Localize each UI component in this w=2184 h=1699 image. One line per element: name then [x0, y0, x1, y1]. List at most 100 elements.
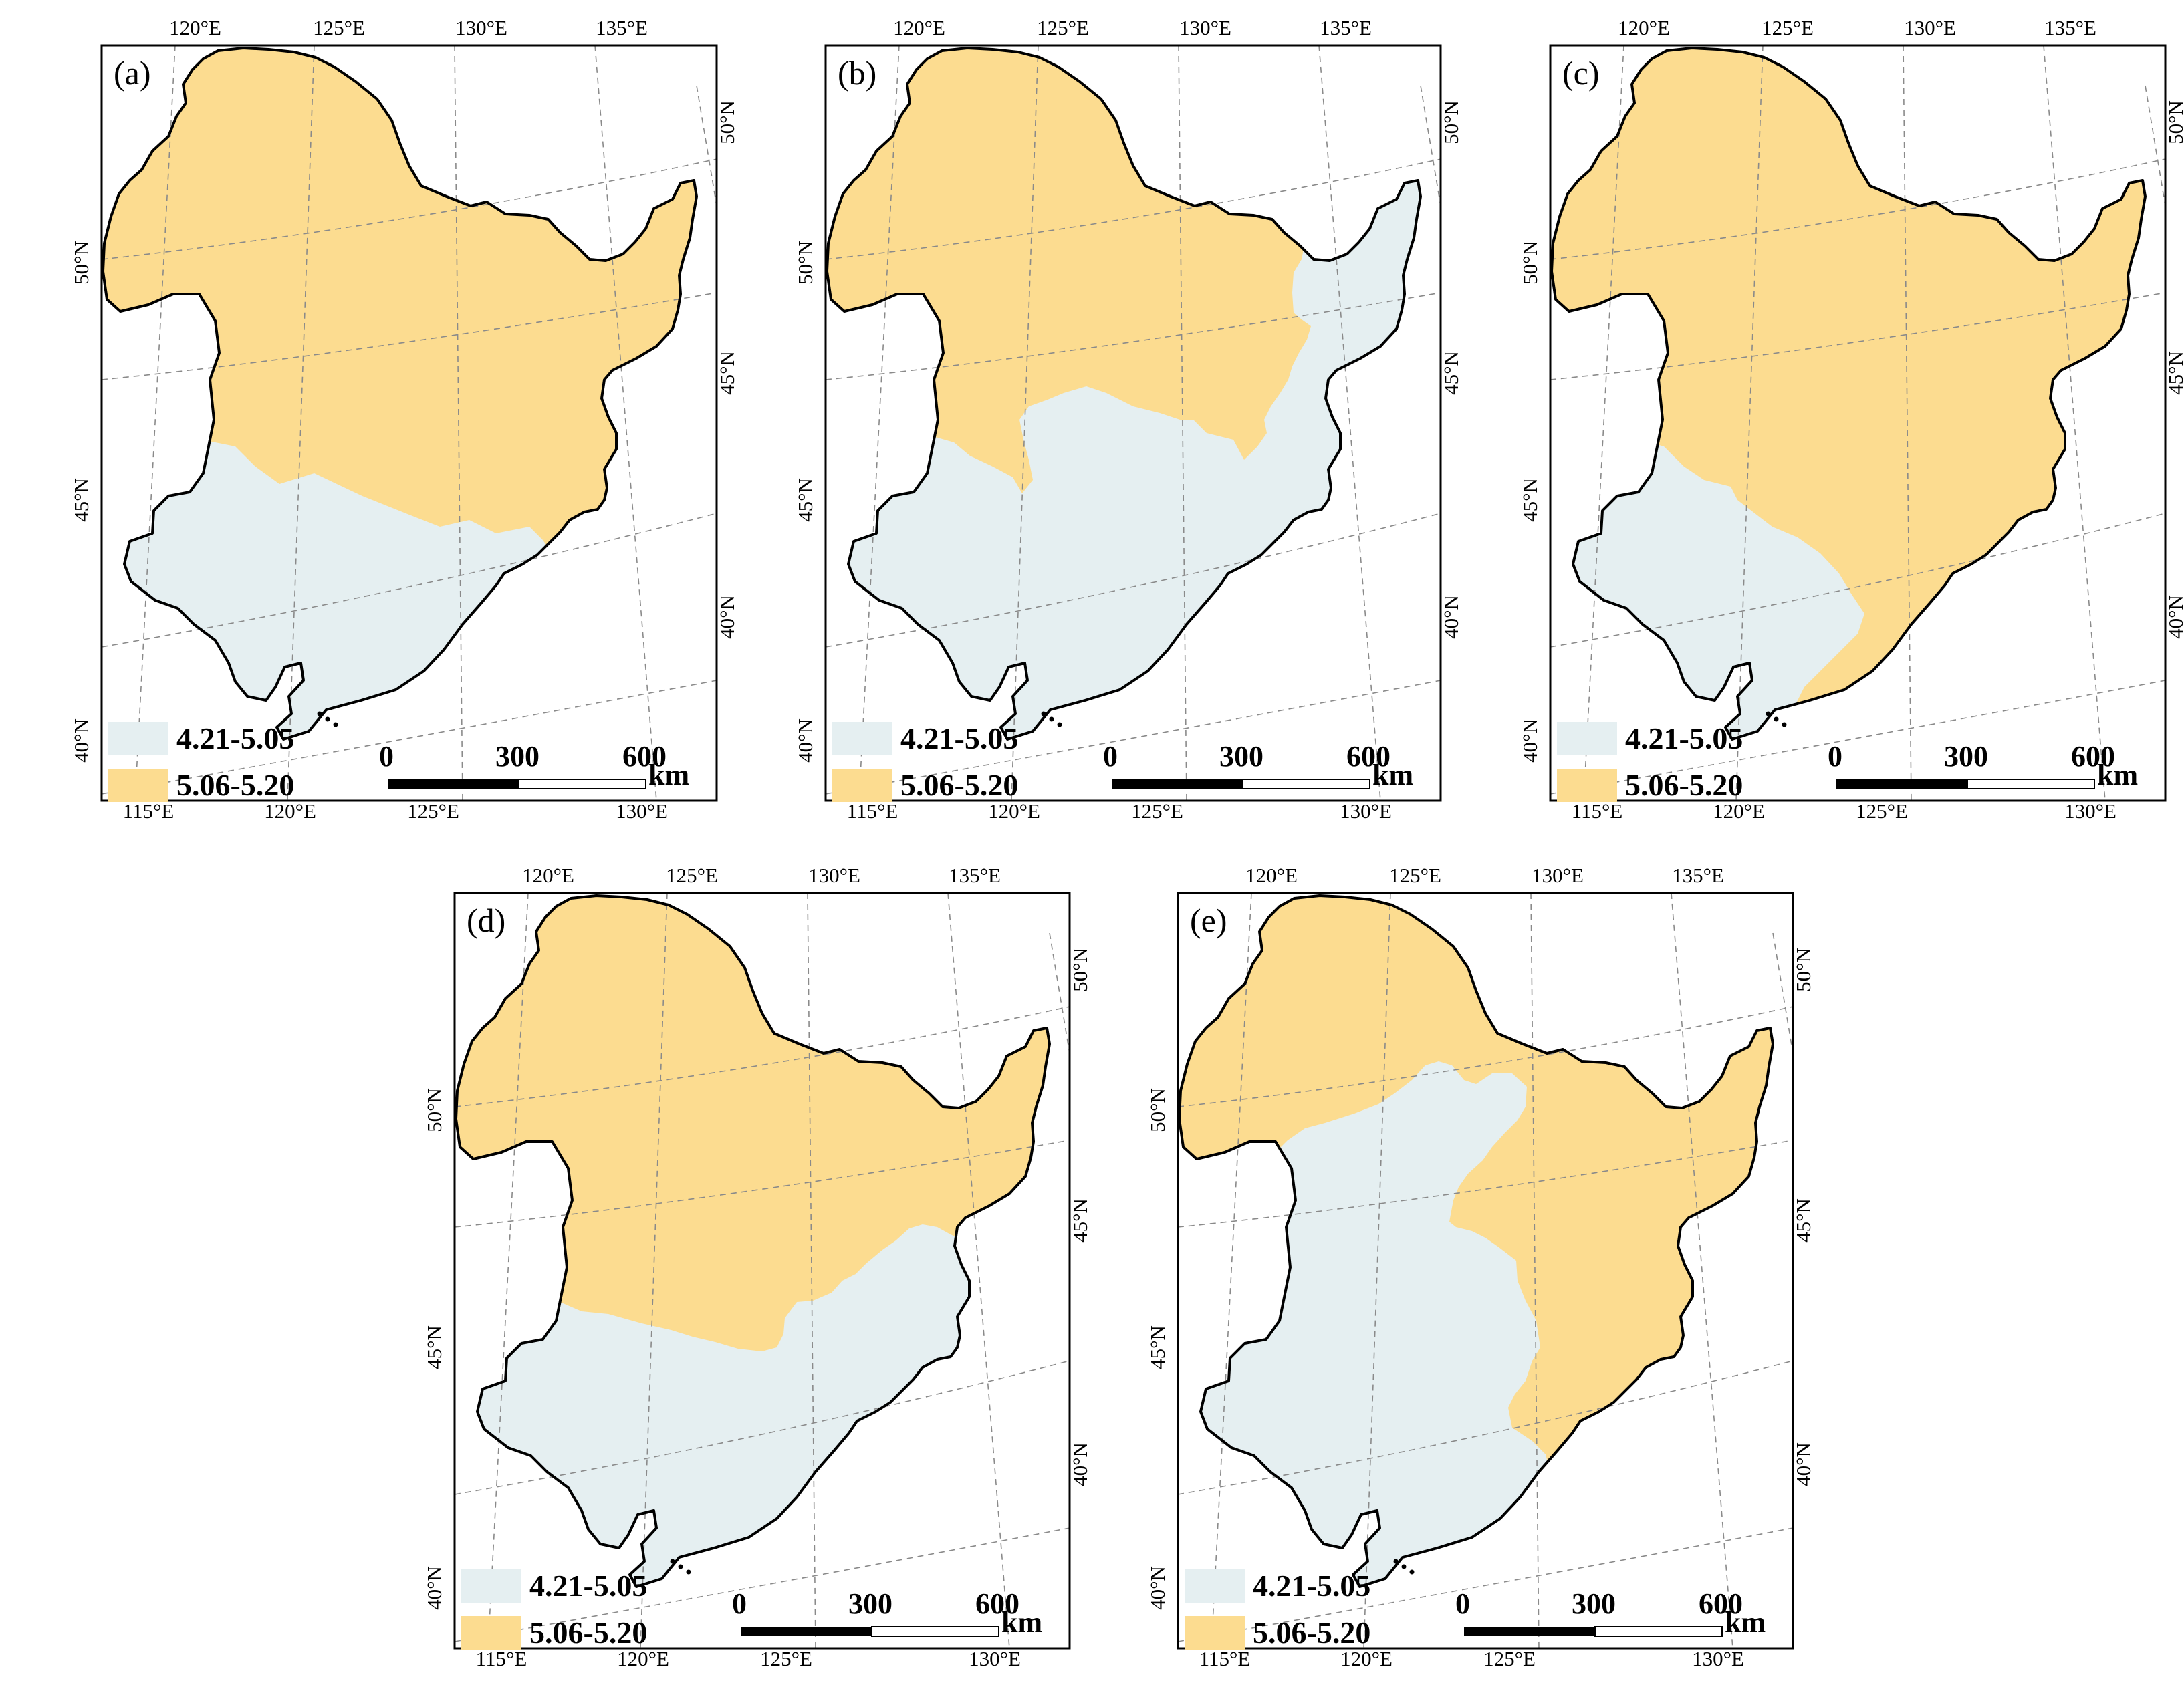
graticule-line — [858, 45, 900, 801]
region-outline — [1550, 47, 2147, 741]
right-latitude-label: 40°N — [715, 595, 739, 639]
right-latitude-label: 45°N — [1068, 1198, 1092, 1243]
map-panel-d: (d) 120°E 125°E 130°E 135°E 115°E 120°E 125°E 13… — [388, 853, 1092, 1670]
scale-bar-tick-label: 600 — [975, 1587, 1019, 1620]
map-svg: (c) 120°E 125°E 130°E 135°E 115°E 120°E 125°E 13… — [1518, 16, 2184, 823]
left-latitude-label: 45°N — [422, 1325, 446, 1369]
legend-label-early: 4.21-5.05 — [1253, 1569, 1370, 1603]
scale-bar-white-segment — [1967, 779, 2095, 789]
left-latitude-label: 40°N — [1146, 1566, 1169, 1610]
top-longitude-label: 120°E — [893, 16, 945, 39]
graticule-line — [807, 892, 816, 1649]
graticule-line — [825, 680, 1441, 795]
scale-bar-tick-label: 0 — [379, 740, 394, 773]
right-latitude-label: 50°N — [2164, 100, 2184, 144]
bottom-longitude-label: 130°E — [616, 799, 668, 823]
graticule — [1550, 45, 2166, 801]
island-dot — [1041, 711, 1046, 716]
top-longitude-label: 130°E — [1532, 864, 1584, 887]
region-outline — [1178, 894, 1774, 1588]
bottom-longitude-label: 120°E — [264, 799, 316, 823]
island-dot — [1409, 1569, 1415, 1575]
graticule-line — [101, 513, 717, 648]
map-svg: (d) 120°E 125°E 130°E 135°E 115°E 120°E 125°E 13… — [422, 864, 1092, 1670]
scale-bar-tick-label: 300 — [1219, 740, 1263, 773]
right-latitude-label: 40°N — [1792, 1442, 1815, 1486]
top-longitude-label: 130°E — [808, 864, 860, 887]
legend: 4.21-5.05 5.06-5.20 — [108, 721, 294, 802]
top-longitude-label: 135°E — [596, 16, 648, 39]
map-svg: (a) 120°E 125°E 130°E 135°E 115°E 120°E 125°E 13… — [70, 16, 739, 823]
graticule-line — [2043, 45, 2106, 801]
graticule-line — [825, 513, 1441, 648]
island-dot — [333, 722, 338, 727]
scale-bar-unit: km — [1372, 759, 1413, 791]
graticule-line — [134, 45, 176, 801]
left-latitude-label: 40°N — [794, 718, 817, 763]
bottom-longitude-label: 125°E — [407, 799, 459, 823]
scale-bar-white-segment — [871, 1626, 999, 1637]
island-dot — [325, 716, 330, 722]
legend-swatch-early — [461, 1569, 521, 1603]
right-latitude-label: 50°N — [1792, 948, 1815, 992]
island-dot — [670, 1559, 675, 1564]
graticule-line — [454, 1527, 1070, 1642]
graticule-line — [2145, 85, 2166, 207]
bottom-longitude-label: 130°E — [1692, 1647, 1744, 1670]
graticule-line — [1211, 892, 1252, 1649]
right-latitude-label: 40°N — [2164, 595, 2184, 639]
graticule-line — [825, 292, 1441, 380]
left-latitude-label: 50°N — [422, 1088, 446, 1132]
top-longitude-label: 120°E — [522, 864, 574, 887]
scale-bar-unit: km — [648, 759, 689, 791]
legend-swatch-early — [1557, 722, 1617, 755]
scale-bar-black-segment — [1836, 779, 1967, 789]
legend-label-early: 4.21-5.05 — [900, 721, 1018, 755]
legend-label-early: 4.21-5.05 — [529, 1569, 647, 1603]
island-dot — [1057, 722, 1062, 727]
graticule-line — [454, 45, 463, 801]
scale-bar-tick-label: 600 — [1699, 1587, 1743, 1620]
graticule-line — [947, 892, 1010, 1649]
legend-label-late: 5.06-5.20 — [1625, 768, 1743, 802]
graticule-line — [1530, 892, 1540, 1649]
legend-label-late: 5.06-5.20 — [1253, 1615, 1370, 1650]
left-latitude-label: 50°N — [1518, 241, 1542, 285]
left-latitude-label: 50°N — [1146, 1088, 1169, 1132]
graticule-line — [594, 45, 657, 801]
graticule-line — [1550, 680, 2166, 795]
map-svg: (e) 120°E 125°E 130°E 135°E 115°E 120°E 125°E 13… — [1146, 864, 1815, 1670]
graticule-line — [101, 680, 717, 795]
left-latitude-label: 40°N — [422, 1566, 446, 1610]
map-panel-e: (e) 120°E 125°E 130°E 135°E 115°E 120°E 125°E 13… — [1111, 853, 1815, 1670]
graticule-line — [1011, 45, 1039, 801]
legend-label-late: 5.06-5.20 — [176, 768, 294, 802]
legend-swatch-early — [1185, 1569, 1245, 1603]
top-longitude-label: 125°E — [666, 864, 718, 887]
map-panel-b: (b) 120°E 125°E 130°E 135°E 115°E 120°E 125°E 13… — [759, 5, 1463, 823]
map-panel-a: (a) 120°E 125°E 130°E 135°E 115°E 120°E 125°E 13… — [35, 5, 739, 823]
legend-label-late: 5.06-5.20 — [529, 1615, 647, 1650]
legend-swatch-early — [832, 722, 892, 755]
graticule-line — [1363, 892, 1391, 1649]
graticule — [101, 45, 717, 801]
island-dot — [1774, 716, 1779, 722]
map-frame-border — [1177, 892, 1794, 1650]
graticule-line — [1735, 45, 1764, 801]
map-frame-border — [453, 892, 1071, 1650]
scale-bar-black-segment — [1112, 779, 1243, 789]
scale-bar-white-segment — [1594, 1626, 1723, 1637]
graticule-line — [1550, 158, 2166, 260]
legend: 4.21-5.05 5.06-5.20 — [832, 721, 1018, 802]
panel-label: (c) — [1562, 54, 1600, 92]
left-latitude-label: 45°N — [1518, 478, 1542, 522]
bottom-longitude-label: 120°E — [617, 1647, 669, 1670]
bottom-longitude-label: 125°E — [1856, 799, 1908, 823]
bottom-longitude-label: 115°E — [1199, 1647, 1251, 1670]
right-latitude-label: 50°N — [715, 100, 739, 144]
top-longitude-label: 125°E — [1762, 16, 1814, 39]
scale-bar-tick-label: 600 — [622, 740, 666, 773]
